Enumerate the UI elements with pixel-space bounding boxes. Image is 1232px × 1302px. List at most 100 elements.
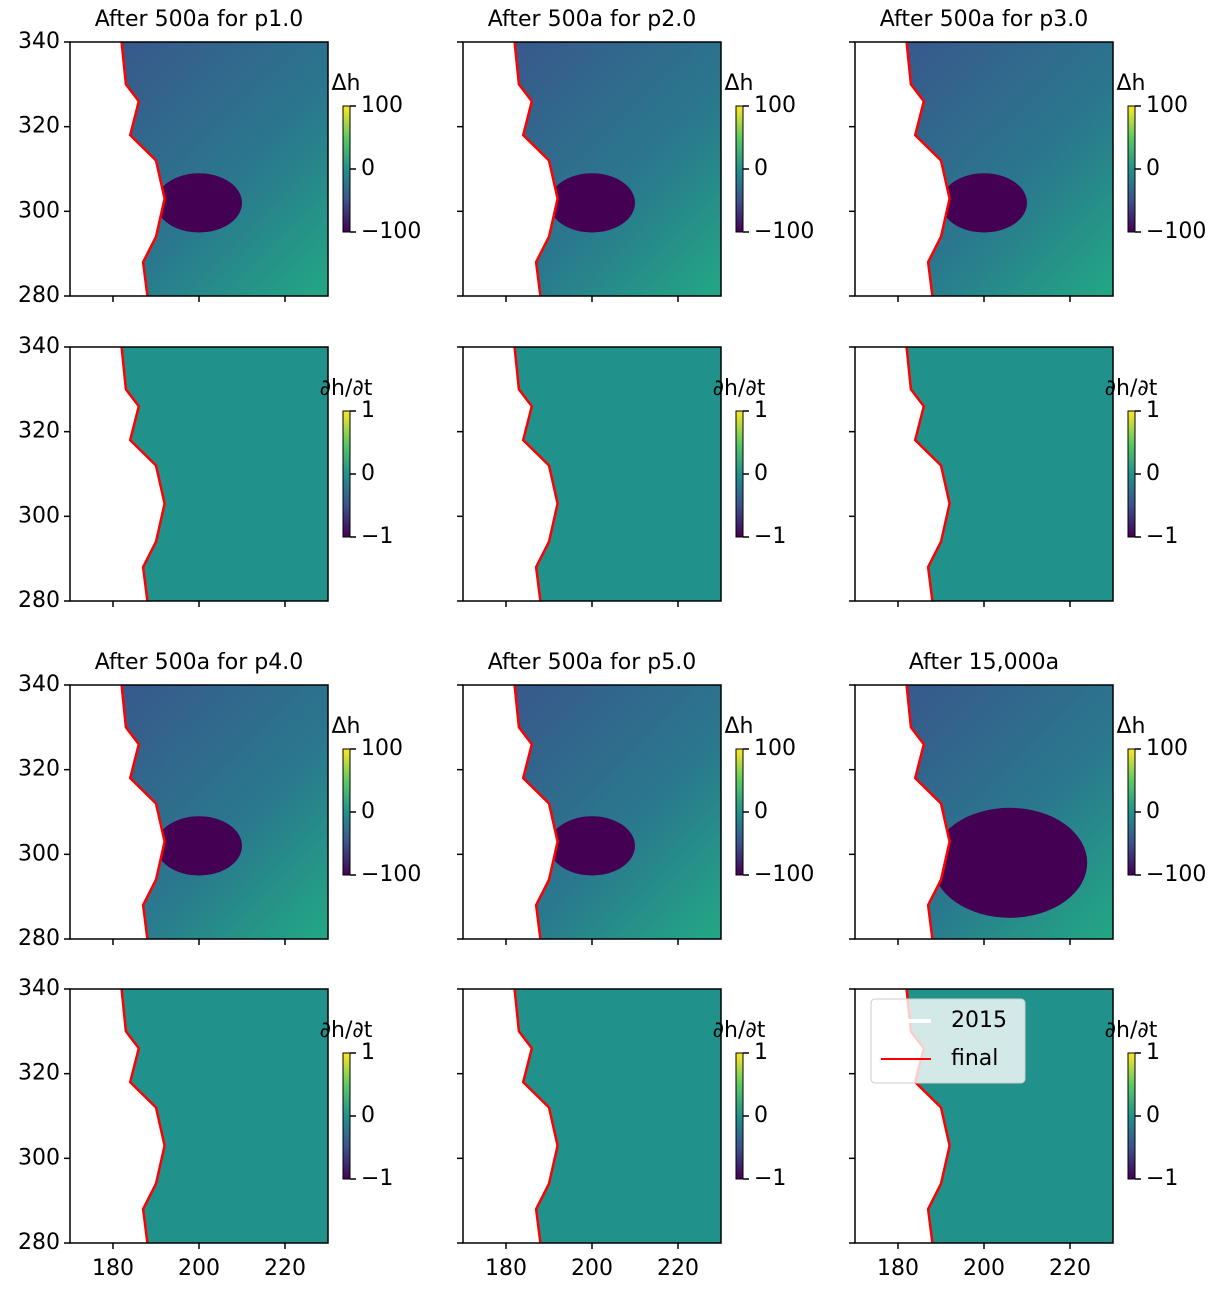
colorbar-label: Δh (332, 714, 361, 739)
y-tick-label: 300 (18, 841, 60, 866)
panel-title: After 500a for p4.0 (95, 650, 303, 675)
colorbar-tick-label: 0 (754, 799, 768, 824)
colorbar-tick-label: 0 (1146, 799, 1160, 824)
panel-title: After 500a for p1.0 (95, 7, 303, 32)
coastline (905, 41, 951, 297)
colorbar-tick-label: −100 (1146, 862, 1206, 887)
y-tick-label: 300 (18, 1145, 60, 1170)
colorbar (342, 105, 351, 233)
colorbar-label: Δh (332, 71, 361, 96)
colorbar (342, 748, 351, 876)
x-tick-label: 220 (657, 1256, 699, 1281)
colorbar-tick-label: 100 (361, 736, 403, 761)
colorbar-tick-label: 1 (754, 1040, 768, 1065)
y-tick-label: 320 (18, 1061, 60, 1086)
colorbar-tick-label: −100 (361, 219, 421, 244)
coastline (513, 988, 559, 1244)
land (70, 989, 165, 1243)
panel-title: After 500a for p5.0 (488, 650, 696, 675)
colorbar-label: Δh (1117, 714, 1146, 739)
colorbar-tick-label: 0 (1146, 461, 1160, 486)
x-tick-label: 180 (485, 1256, 527, 1281)
x-tick-label: 220 (1049, 1256, 1091, 1281)
colorbar-label: Δh (725, 714, 754, 739)
x-tick-label: 220 (264, 1256, 306, 1281)
colorbar (735, 105, 744, 233)
y-tick-label: 280 (18, 1230, 60, 1255)
land (70, 347, 165, 601)
colorbar-tick-label: −1 (754, 524, 786, 549)
colorbar-tick-label: 0 (361, 1103, 375, 1128)
colorbar-label: ∂h/∂t (1105, 376, 1158, 401)
colorbar-tick-label: −1 (1146, 524, 1178, 549)
colorbar (1127, 410, 1136, 538)
panel-title: After 500a for p2.0 (488, 7, 696, 32)
y-tick-label: 280 (18, 926, 60, 951)
colorbar-tick-label: 1 (361, 398, 375, 423)
land (463, 989, 558, 1243)
colorbar-tick-label: −100 (754, 862, 814, 887)
y-tick-label: 300 (18, 198, 60, 223)
depression (549, 816, 635, 876)
land (855, 42, 950, 296)
y-tick-label: 280 (18, 588, 60, 613)
depression (932, 807, 1088, 918)
x-tick-label: 180 (877, 1256, 919, 1281)
land (463, 42, 558, 296)
colorbar-label: ∂h/∂t (320, 1018, 373, 1043)
x-tick-label: 180 (92, 1256, 134, 1281)
colorbar-tick-label: 0 (361, 799, 375, 824)
y-tick-label: 300 (18, 503, 60, 528)
colorbar-label: ∂h/∂t (713, 376, 766, 401)
depression (549, 173, 635, 233)
colorbar-label: Δh (1117, 71, 1146, 96)
colorbar-tick-label: 0 (1146, 156, 1160, 181)
colorbar-tick-label: −100 (361, 862, 421, 887)
land (463, 347, 558, 601)
colorbar-tick-label: 0 (361, 461, 375, 486)
land (855, 347, 950, 601)
colorbar-tick-label: −1 (754, 1166, 786, 1191)
coastline (513, 684, 559, 940)
y-tick-label: 320 (18, 419, 60, 444)
legend-label: 2015 (951, 1008, 1007, 1033)
colorbar-tick-label: 100 (1146, 736, 1188, 761)
colorbar-tick-label: 1 (1146, 398, 1160, 423)
colorbar-tick-label: 100 (361, 93, 403, 118)
y-tick-label: 280 (18, 283, 60, 308)
y-tick-label: 320 (18, 757, 60, 782)
colorbar-tick-label: 100 (754, 93, 796, 118)
land (463, 685, 558, 939)
colorbar-tick-label: 0 (361, 156, 375, 181)
colorbar-tick-label: 0 (1146, 1103, 1160, 1128)
x-tick-label: 200 (963, 1256, 1005, 1281)
colorbar-tick-label: 100 (754, 736, 796, 761)
colorbar-tick-label: 1 (361, 1040, 375, 1065)
y-tick-label: 340 (18, 672, 60, 697)
colorbar-tick-label: 100 (1146, 93, 1188, 118)
land (855, 685, 950, 939)
colorbar (342, 1052, 351, 1180)
colorbar-tick-label: −1 (361, 524, 393, 549)
legend-label: final (951, 1046, 998, 1071)
x-tick-label: 200 (178, 1256, 220, 1281)
coastline (905, 346, 951, 602)
colorbar-label: Δh (725, 71, 754, 96)
depression (941, 173, 1027, 233)
coastline (120, 988, 166, 1244)
panel-title: After 500a for p3.0 (880, 7, 1088, 32)
coastline (120, 346, 166, 602)
colorbar-tick-label: 0 (754, 461, 768, 486)
colorbar (735, 748, 744, 876)
coastline (513, 346, 559, 602)
colorbar (735, 1052, 744, 1180)
colorbar-tick-label: −1 (1146, 1166, 1178, 1191)
colorbar (1127, 105, 1136, 233)
colorbar (342, 410, 351, 538)
land (70, 685, 165, 939)
coastline (513, 41, 559, 297)
coastline (905, 684, 951, 940)
colorbar-label: ∂h/∂t (1105, 1018, 1158, 1043)
colorbar-tick-label: 0 (754, 1103, 768, 1128)
